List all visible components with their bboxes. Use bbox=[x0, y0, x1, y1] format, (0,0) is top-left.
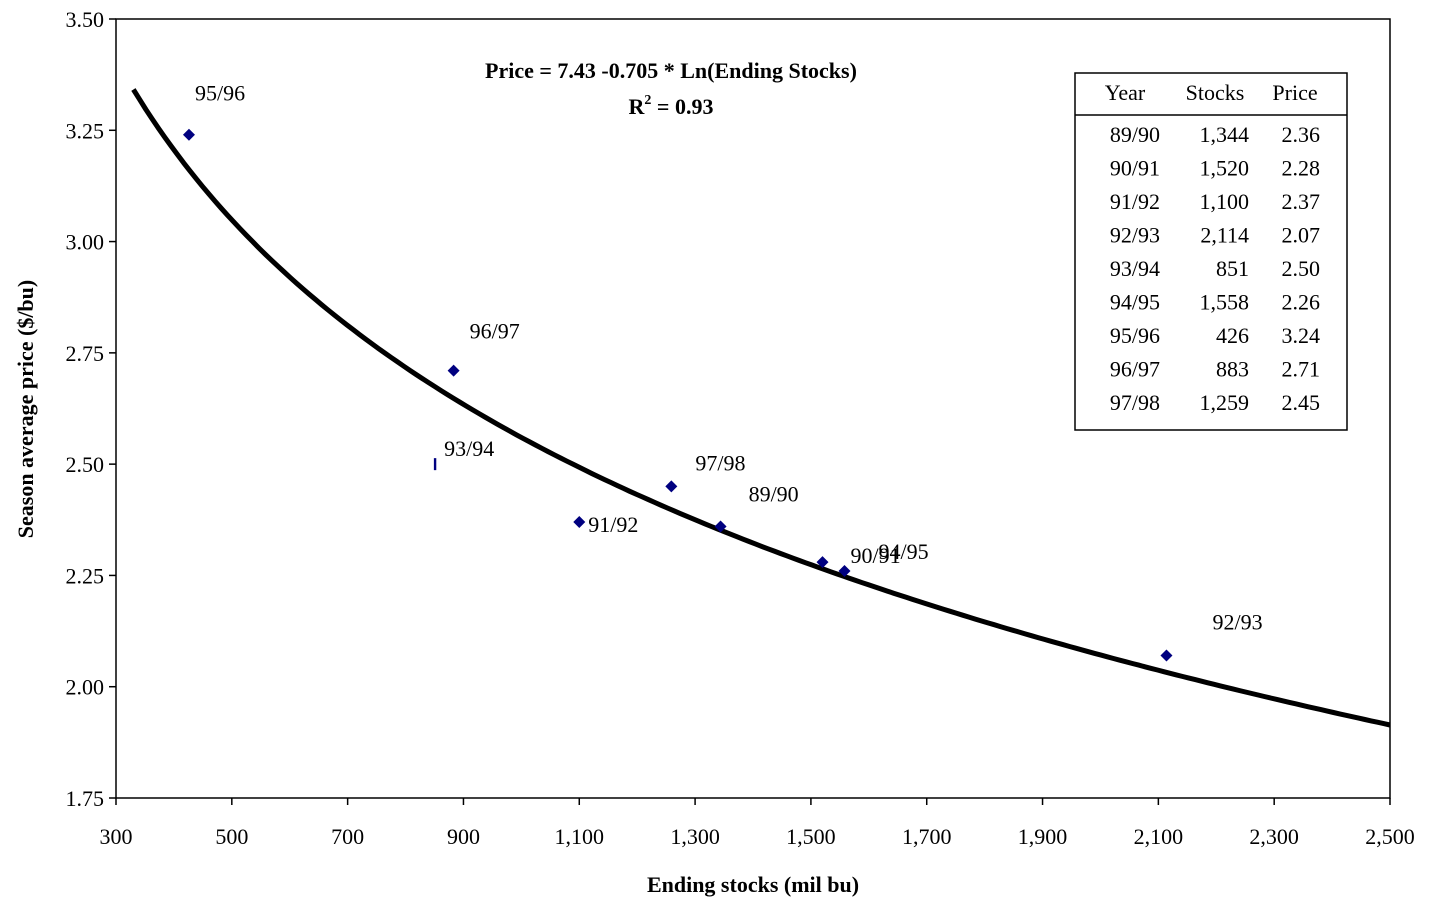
point-labels: 89/90 90/91 91/92 92/93 93/94 94/95 95/96 96/97… bbox=[195, 81, 1263, 635]
point-label: 89/90 bbox=[749, 481, 799, 506]
table-cell: 2.71 bbox=[1282, 357, 1321, 382]
table-cell: 1,259 bbox=[1200, 390, 1250, 415]
point-label: 90/91 bbox=[850, 543, 900, 568]
x-tick-label: 2,500 bbox=[1365, 824, 1415, 849]
x-axis-title: Ending stocks (mil bu) bbox=[647, 872, 859, 897]
table-header-cell: Stocks bbox=[1186, 80, 1245, 105]
data-point bbox=[433, 458, 437, 471]
x-tick-label: 700 bbox=[331, 824, 364, 849]
y-axis-title: Season average price ($/bu) bbox=[13, 280, 38, 538]
x-tick-label: 900 bbox=[447, 824, 480, 849]
x-tick-label: 500 bbox=[215, 824, 248, 849]
point-label: 91/92 bbox=[588, 512, 638, 537]
y-tick-label: 2.75 bbox=[66, 341, 105, 366]
y-axis: 1.75 2.00 2.25 2.50 2.75 3.00 3.25 3.50 bbox=[66, 7, 116, 811]
table-cell: 93/94 bbox=[1110, 256, 1160, 281]
data-point bbox=[447, 364, 460, 377]
x-axis: 300 500 700 900 1,100 1,300 1,500 1,700 1,900 2,1… bbox=[100, 798, 1415, 849]
r-squared-value: = 0.93 bbox=[651, 94, 713, 119]
table-cell: 95/96 bbox=[1110, 323, 1160, 348]
table-header-cell: Price bbox=[1272, 80, 1317, 105]
table-cell: 92/93 bbox=[1110, 223, 1160, 248]
table-cell: 96/97 bbox=[1110, 357, 1160, 382]
table-cell: 2.28 bbox=[1282, 156, 1321, 181]
point-label: 92/93 bbox=[1212, 610, 1262, 635]
table-cell: 2.37 bbox=[1282, 189, 1321, 214]
x-tick-label: 1,700 bbox=[902, 824, 952, 849]
table-cell: 426 bbox=[1216, 323, 1249, 348]
table-header-cell: Year bbox=[1105, 80, 1146, 105]
x-tick-label: 1,100 bbox=[555, 824, 605, 849]
data-point bbox=[816, 556, 829, 569]
point-label: 97/98 bbox=[695, 450, 745, 475]
table-cell: 97/98 bbox=[1110, 390, 1160, 415]
table-cell: 2.50 bbox=[1282, 256, 1321, 281]
data-point bbox=[182, 128, 195, 141]
point-label: 96/97 bbox=[470, 319, 520, 344]
table-cell: 90/91 bbox=[1110, 156, 1160, 181]
data-table: Year Stocks Price 89/90 1,344 2.36 90/91 1,520… bbox=[1074, 72, 1348, 431]
table-cell: 2.26 bbox=[1282, 290, 1321, 315]
x-tick-label: 1,300 bbox=[670, 824, 720, 849]
table-cell: 1,344 bbox=[1200, 122, 1250, 147]
table-cell: 2.36 bbox=[1282, 122, 1321, 147]
data-table-border bbox=[1074, 72, 1348, 431]
data-point bbox=[838, 564, 851, 577]
r-squared-label: R2 = 0.93 bbox=[629, 93, 714, 119]
r-squared-superscript: 2 bbox=[644, 93, 651, 108]
y-tick-label: 3.00 bbox=[66, 230, 105, 255]
data-point bbox=[1160, 649, 1173, 662]
point-label: 95/96 bbox=[195, 81, 245, 106]
x-tick-label: 300 bbox=[100, 824, 133, 849]
table-cell: 91/92 bbox=[1110, 189, 1160, 214]
trendline bbox=[131, 88, 1391, 728]
plot-area bbox=[115, 18, 1391, 799]
data-points bbox=[182, 128, 1173, 662]
r-squared-prefix: R bbox=[629, 94, 646, 119]
y-tick-label: 3.50 bbox=[66, 7, 105, 32]
y-tick-label: 2.00 bbox=[66, 675, 105, 700]
data-point bbox=[714, 520, 727, 533]
x-tick-label: 1,500 bbox=[786, 824, 836, 849]
table-cell: 2.07 bbox=[1282, 223, 1321, 248]
x-tick-label: 2,300 bbox=[1249, 824, 1299, 849]
y-tick-label: 2.25 bbox=[66, 563, 105, 588]
table-cell: 2.45 bbox=[1282, 390, 1321, 415]
table-cell: 89/90 bbox=[1110, 122, 1160, 147]
equation-label: Price = 7.43 -0.705 * Ln(Ending Stocks) bbox=[485, 58, 857, 83]
table-cell: 851 bbox=[1216, 256, 1249, 281]
table-cell: 2,114 bbox=[1200, 223, 1249, 248]
data-point bbox=[573, 516, 586, 529]
y-tick-label: 1.75 bbox=[66, 786, 105, 811]
x-tick-label: 1,900 bbox=[1018, 824, 1068, 849]
x-tick-label: 2,100 bbox=[1134, 824, 1184, 849]
table-cell: 1,558 bbox=[1200, 290, 1250, 315]
table-cell: 1,100 bbox=[1200, 189, 1250, 214]
y-tick-label: 3.25 bbox=[66, 118, 105, 143]
table-cell: 883 bbox=[1216, 357, 1249, 382]
table-cell: 94/95 bbox=[1110, 290, 1160, 315]
data-point bbox=[665, 480, 678, 493]
point-label: 93/94 bbox=[444, 436, 494, 461]
y-tick-label: 2.50 bbox=[66, 452, 105, 477]
table-cell: 1,520 bbox=[1200, 156, 1250, 181]
point-label: 94/95 bbox=[878, 539, 928, 564]
table-cell: 3.24 bbox=[1282, 323, 1321, 348]
